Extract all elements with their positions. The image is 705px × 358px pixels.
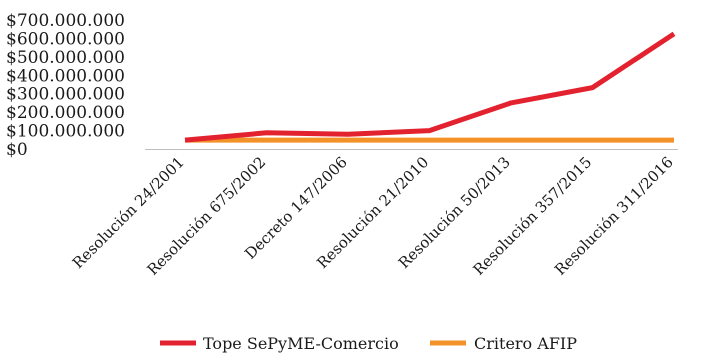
legend: Tope SePyME-Comercio Critero AFIP (160, 334, 577, 353)
y-axis-tick-labels: $0$100.000.000$200.000.000$300.000.000$4… (6, 11, 125, 160)
y-tick-label: $400.000.000 (6, 66, 125, 86)
legend-label: Tope SePyME-Comercio (203, 334, 399, 353)
y-tick-label: $600.000.000 (6, 29, 125, 49)
y-tick-label: $200.000.000 (6, 103, 125, 123)
y-tick-label: $700.000.000 (6, 11, 125, 31)
legend-label: Critero AFIP (474, 334, 577, 353)
series-line (184, 31, 676, 143)
y-tick-label: $100.000.000 (6, 122, 125, 142)
y-tick-label: $500.000.000 (6, 48, 125, 68)
y-tick-label: $300.000.000 (6, 85, 125, 105)
series-lines (184, 31, 676, 143)
y-tick-label: $0 (6, 140, 28, 160)
